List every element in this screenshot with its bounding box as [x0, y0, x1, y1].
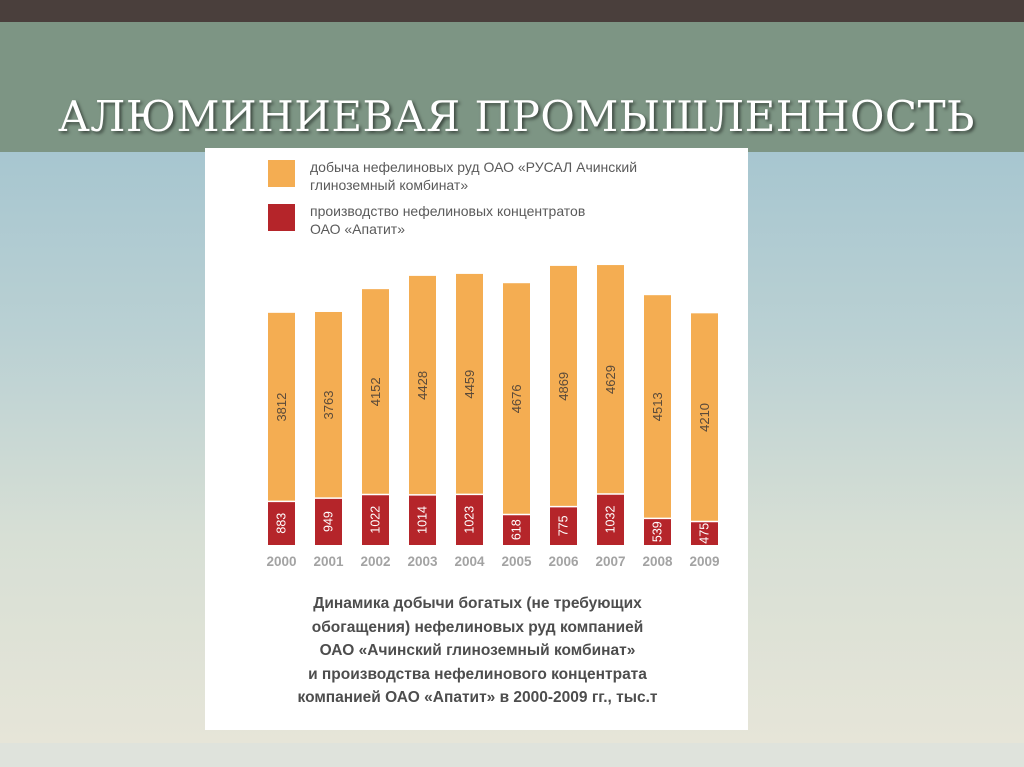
data-label-ore: 3812: [274, 393, 289, 422]
bar-segment-ore: [597, 265, 624, 494]
bar-segment-ore: [644, 295, 671, 519]
legend-label-line: добыча нефелиновых руд ОАО «РУСАЛ Ачинск…: [310, 159, 638, 175]
bar-segment-concentrate: [362, 494, 389, 545]
caption-line: обогащения) нефелиновых руд компанией: [311, 618, 644, 636]
legend-swatch-ore-mining: [268, 160, 295, 187]
bar-chart: 3812 883 2000 3763 949 2001 4152 1022 2002 4428 10…: [266, 265, 720, 569]
top-strip: [0, 0, 1024, 22]
x-tick-label: 2004: [454, 554, 485, 569]
bar-segment-concentrate: [315, 498, 342, 545]
slide-title: АЛЮМИНИЕВАЯ ПРОМЫШЛЕННОСТЬ: [58, 92, 975, 141]
bar-segment-concentrate: [503, 514, 530, 545]
caption-line: Динамика добычи богатых (не требующих: [313, 595, 642, 612]
data-label-ore: 3763: [321, 391, 336, 420]
x-tick-label: 2009: [689, 554, 719, 569]
bar-segment-ore: [268, 312, 295, 502]
bar-segment-concentrate: [597, 493, 624, 545]
legend-label-ore-mining: добыча нефелиновых руд ОАО «РУСАЛ Ачинск…: [310, 158, 730, 194]
x-tick-label: 2007: [595, 554, 625, 569]
bar-segment-ore: [362, 289, 389, 495]
x-tick-label: 2003: [407, 554, 438, 569]
bar-segment-ore: [409, 275, 436, 495]
bar-segment-ore: [691, 313, 718, 522]
data-label-ore: 4459: [462, 370, 477, 399]
x-tick-label: 2006: [548, 554, 579, 569]
data-label-ore: 4152: [368, 377, 383, 406]
data-label-concentrate: 1014: [416, 506, 430, 534]
bar-segment-concentrate: [550, 506, 577, 545]
data-label-concentrate: 1032: [604, 506, 618, 534]
data-label-concentrate: 883: [275, 513, 289, 534]
title-band: [0, 22, 1024, 152]
data-label-ore: 4629: [603, 365, 618, 394]
x-tick-label: 2002: [360, 554, 390, 569]
x-tick-label: 2001: [313, 554, 344, 569]
x-tick-label: 2008: [642, 554, 673, 569]
data-label-concentrate: 1022: [369, 506, 383, 534]
bar-segment-concentrate: [644, 518, 671, 545]
legend-label-line: производство нефелиновых концентратов: [310, 203, 586, 219]
legend-label-concentrate: производство нефелиновых концентратов ОА…: [310, 202, 730, 238]
bar-segment-concentrate: [268, 501, 295, 545]
bar-segment-ore: [550, 265, 577, 507]
bar-segment-concentrate: [409, 494, 436, 545]
data-label-concentrate: 618: [510, 519, 524, 540]
data-label-concentrate: 775: [557, 515, 571, 536]
data-label-concentrate: 949: [322, 511, 336, 532]
chart-panel: добыча нефелиновых руд ОАО «РУСАЛ Ачинск…: [205, 148, 748, 730]
bar-segment-ore: [456, 273, 483, 495]
legend-label-line: ОАО «Апатит»: [310, 221, 406, 237]
x-tick-label: 2005: [501, 554, 532, 569]
legend-swatch-concentrate: [268, 204, 295, 231]
chart-caption: Динамика добычи богатых (не требующих об…: [245, 592, 710, 710]
bar-segment-ore: [315, 311, 342, 499]
data-label-ore: 4210: [697, 403, 712, 432]
legend-label-line: глиноземный комбинат»: [310, 177, 469, 193]
bar-segment-concentrate: [691, 521, 718, 545]
data-label-ore: 4869: [556, 372, 571, 401]
bar-segment-concentrate: [456, 494, 483, 545]
data-label-concentrate: 539: [651, 521, 665, 542]
data-label-concentrate: 1023: [463, 506, 477, 534]
data-label-concentrate: 475: [698, 523, 712, 544]
caption-line: и производства нефелинового концентрата: [308, 665, 647, 683]
data-label-ore: 4428: [415, 371, 430, 400]
caption-line: ОАО «Ачинский глиноземный комбинат»: [319, 642, 636, 659]
x-tick-label: 2000: [266, 554, 296, 569]
bar-segment-ore: [503, 283, 530, 515]
caption-line: компанией ОАО «Апатит» в 2000-2009 гг., …: [297, 689, 658, 706]
data-label-ore: 4676: [509, 384, 524, 413]
data-label-ore: 4513: [650, 392, 665, 421]
